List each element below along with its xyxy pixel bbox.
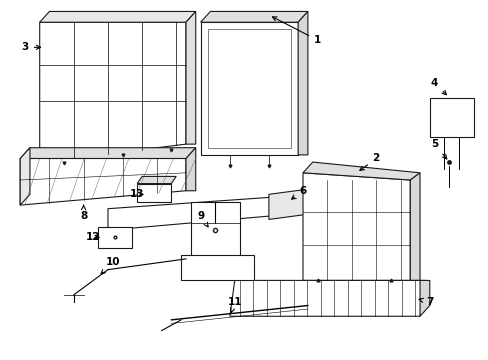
Polygon shape [190, 202, 239, 259]
Polygon shape [20, 158, 185, 205]
Text: 5: 5 [430, 139, 446, 159]
Polygon shape [185, 12, 195, 144]
Polygon shape [200, 22, 298, 155]
Text: 13: 13 [130, 189, 144, 199]
Polygon shape [185, 148, 195, 191]
Polygon shape [181, 255, 254, 280]
Text: 4: 4 [430, 78, 446, 95]
Polygon shape [298, 12, 307, 155]
Polygon shape [268, 187, 322, 220]
Text: 9: 9 [197, 211, 208, 227]
Text: 12: 12 [86, 232, 101, 242]
Polygon shape [409, 173, 419, 280]
Polygon shape [137, 184, 171, 202]
Text: 6: 6 [291, 186, 306, 199]
Text: 11: 11 [227, 297, 242, 313]
Polygon shape [229, 280, 424, 316]
Polygon shape [20, 148, 195, 158]
Polygon shape [40, 12, 195, 22]
Text: 1: 1 [272, 17, 321, 45]
Text: 10: 10 [101, 257, 120, 274]
Polygon shape [108, 194, 312, 230]
Polygon shape [303, 162, 419, 180]
Polygon shape [419, 280, 429, 316]
Polygon shape [40, 22, 185, 162]
Text: 7: 7 [418, 297, 432, 307]
Text: 2: 2 [359, 153, 379, 170]
Polygon shape [303, 173, 409, 280]
Polygon shape [312, 187, 322, 212]
Text: 8: 8 [80, 205, 87, 221]
Polygon shape [98, 226, 132, 248]
Polygon shape [200, 12, 307, 22]
Polygon shape [20, 148, 30, 205]
Text: 3: 3 [21, 42, 41, 52]
Polygon shape [137, 176, 176, 184]
Polygon shape [429, 98, 473, 137]
